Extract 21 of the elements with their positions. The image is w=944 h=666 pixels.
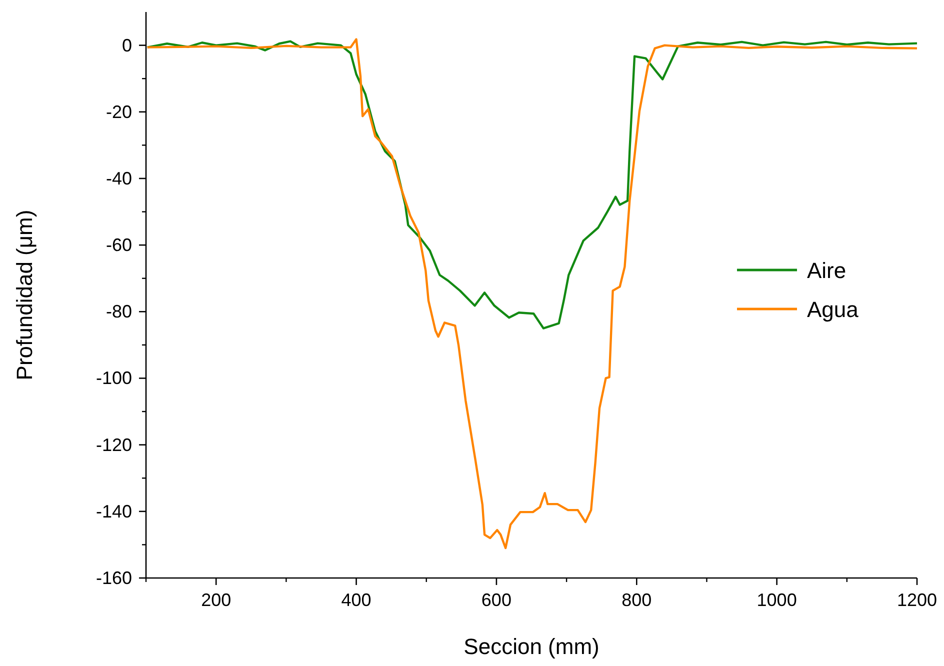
y-tick-label: -80 (106, 302, 132, 322)
legend-label: Aire (807, 258, 846, 283)
x-tick-label: 1000 (756, 590, 797, 610)
y-tick-label: -100 (96, 368, 132, 388)
x-axis-title: Seccion (mm) (464, 634, 600, 659)
y-tick-label: -60 (106, 235, 132, 256)
x-tick-label: 200 (201, 590, 232, 610)
y-axis-title: Profundidad (μm) (12, 210, 37, 380)
y-tick-label: -160 (96, 568, 132, 588)
y-tick-label: -120 (96, 434, 132, 455)
x-tick-label: 600 (481, 590, 512, 610)
y-tick-label: 0 (122, 35, 132, 56)
y-tick-label: -140 (96, 501, 132, 522)
x-tick-label: 800 (622, 590, 652, 610)
legend-label: Agua (807, 297, 860, 322)
y-tick-label: -20 (106, 102, 132, 122)
line-series (146, 40, 918, 330)
x-tick-label: 1200 (896, 590, 938, 610)
x-tick-label: 400 (341, 590, 372, 610)
line-series (146, 38, 918, 550)
y-tick-label: -40 (106, 168, 132, 188)
